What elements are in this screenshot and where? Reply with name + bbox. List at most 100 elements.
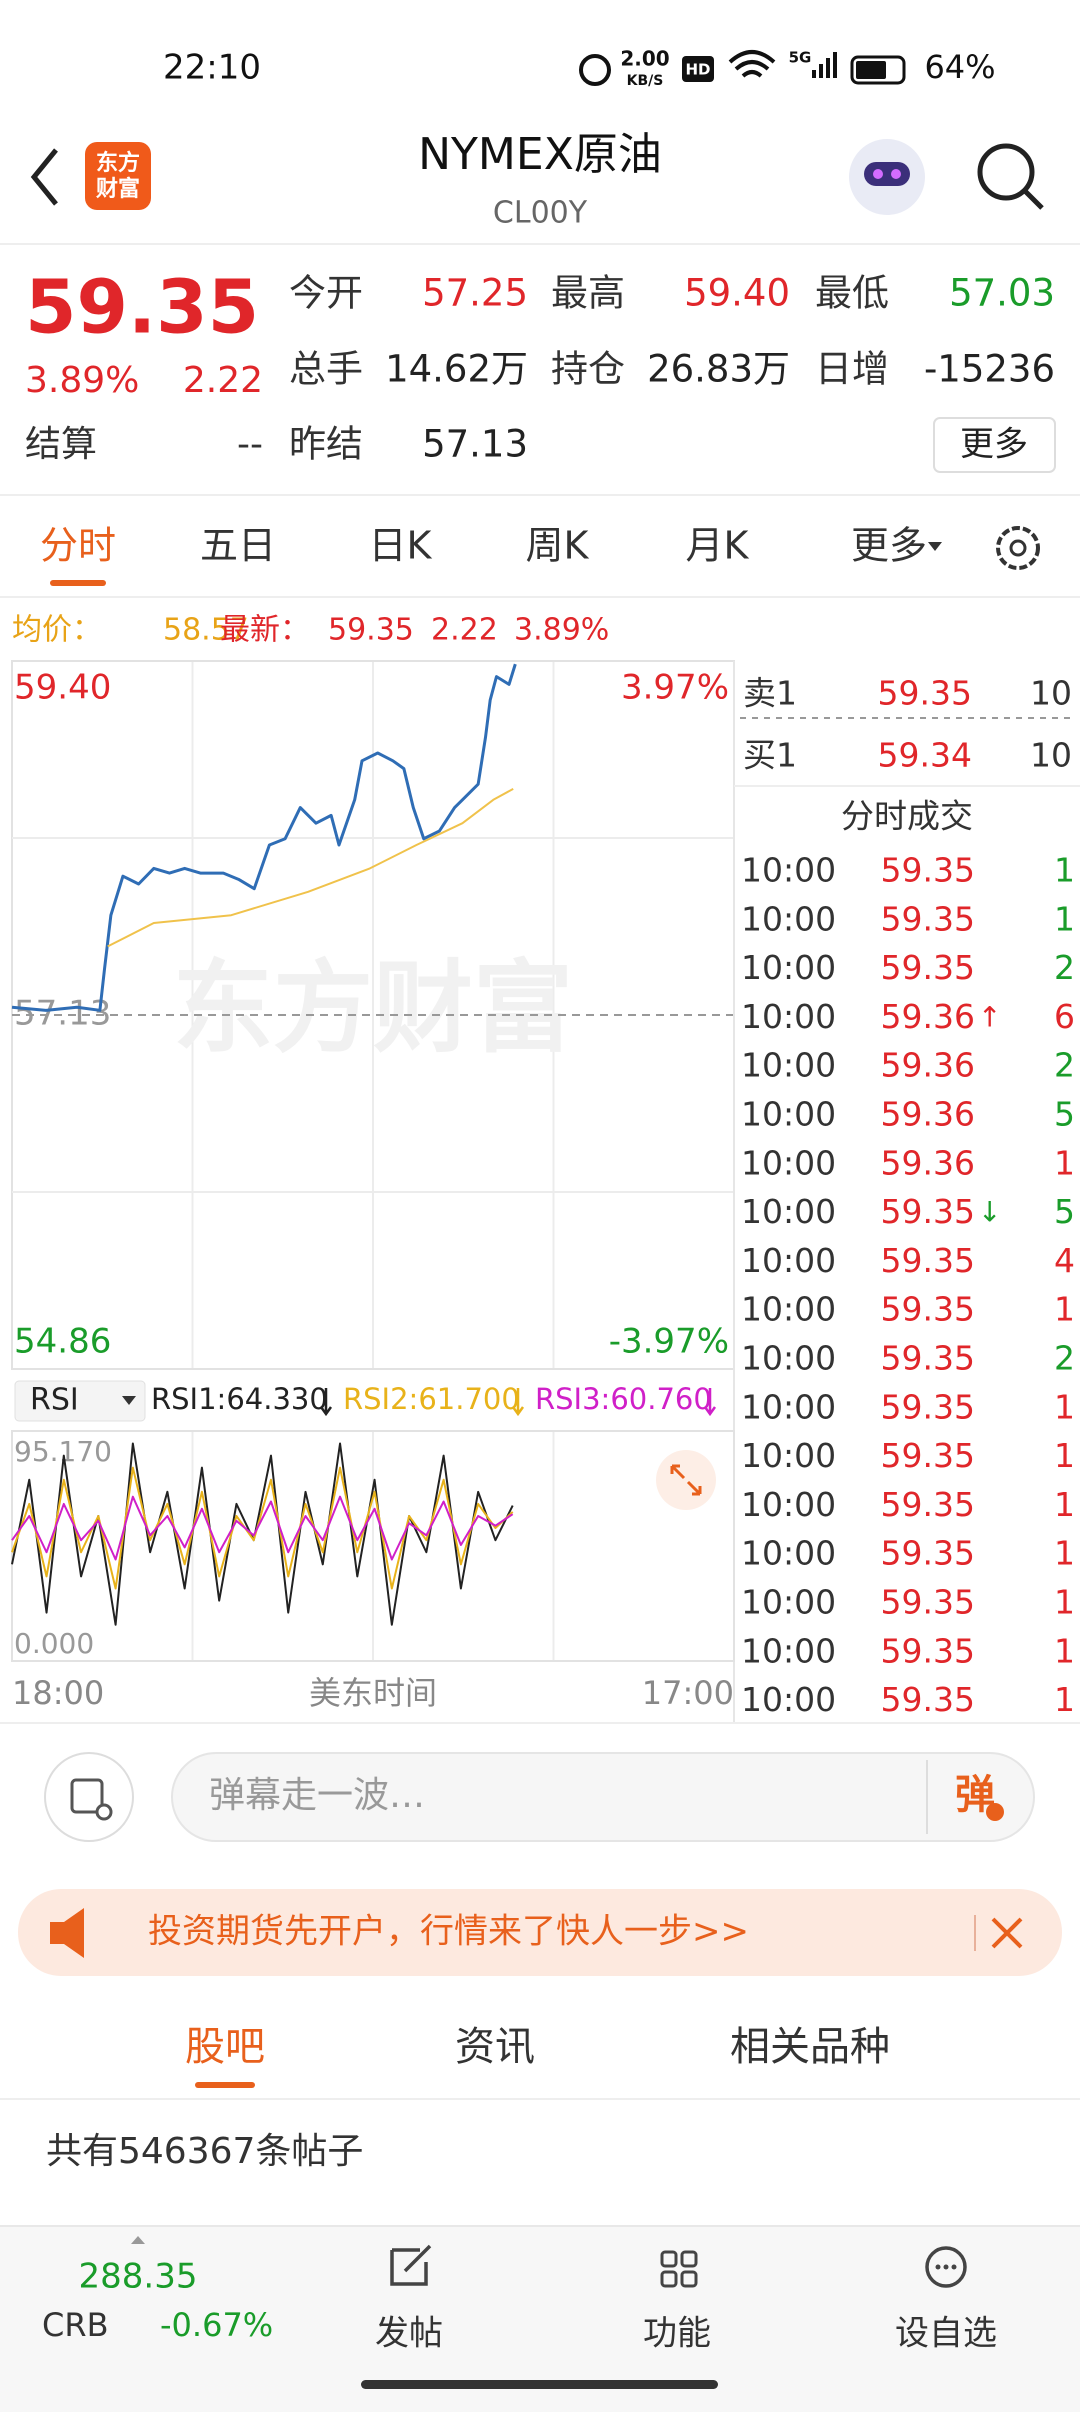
nav-item[interactable]: 发帖 [375,2314,443,2354]
tab-underline [195,2082,255,2088]
trade-volume: 1 [1054,1290,1075,1329]
search-button[interactable] [977,143,1035,201]
signal-bar [812,70,816,78]
trade-price: 59.35 [881,1680,975,1719]
trade-time: 10:00 [741,1583,836,1622]
series-line [107,788,514,948]
close-button[interactable] [991,1917,1023,1949]
trade-price: 59.36 [881,997,975,1036]
field-label: 日增 [815,348,889,391]
series-line [11,1495,514,1561]
function-icon [660,2250,678,2268]
page-title: NYMEX原油 [418,129,662,180]
signal-bar [833,52,837,78]
change-pct: 3.89% [25,360,139,401]
trade-volume: 2 [1054,948,1075,987]
nav-item[interactable]: 功能 [643,2314,711,2354]
avg-price: 58.57 [163,613,249,648]
trade-time: 10:00 [741,1046,836,1085]
expand-button[interactable] [656,1450,716,1510]
trade-price: 59.35 [881,1387,975,1426]
danmaku-icon [70,1778,104,1814]
legend-entry: RSI3:60.760 [535,1382,712,1416]
chart-tab[interactable]: 分时 [40,524,116,568]
settings-core [1009,539,1027,557]
trades-title: 分时成交 [841,797,973,836]
chart-tab[interactable]: 月K [686,524,750,568]
field-value: 14.62万 [385,348,528,391]
battery: 64% [924,48,995,86]
trade-volume: 5 [1054,1095,1075,1134]
hd-label: HD [685,61,710,79]
trade-volume: 1 [1054,1387,1075,1426]
trade-price: 59.35 [881,851,975,890]
promo-text[interactable]: 投资期货先开户，行情来了快人一步>> [148,1912,749,1952]
more-label[interactable]: 更多 [960,425,1028,465]
function-icon [680,2270,698,2288]
latest-price: 59.35 [328,613,414,648]
content-tab[interactable]: 相关品种 [730,2024,890,2070]
trade-price: 59.35 [881,1339,975,1378]
field-label: 最高 [551,272,625,315]
latest-label: 最新： [220,613,310,648]
chart-tab[interactable]: 日K [369,524,433,568]
level-volume: 10 [1030,674,1072,713]
trade-volume: 2 [1054,1046,1075,1085]
indicator-selector[interactable] [14,1380,146,1422]
index-value[interactable]: 288.35 [79,2257,198,2297]
dropdown-caret [928,542,942,551]
x-tick-label: 17:00 [642,1674,734,1712]
trade-volume: 1 [1054,1534,1075,1573]
trade-time: 10:00 [741,851,836,890]
function-icon [660,2270,678,2288]
y-tick-label: 0.000 [14,1627,94,1660]
signal-bar [826,58,830,78]
danmaku-settings[interactable] [44,1752,134,1842]
trade-price: 59.36 [881,1095,975,1134]
trade-price: 59.35 [881,899,975,938]
trade-time: 10:00 [741,1192,836,1231]
content-tab[interactable]: 资讯 [455,2024,535,2070]
trade-time: 10:00 [741,948,836,987]
nav-item[interactable]: 设自选 [895,2314,997,2354]
post-icon [390,2244,432,2286]
field-label: 昨结 [289,423,363,466]
trade-volume: 1 [1054,1680,1075,1719]
trade-time: 10:00 [741,1387,836,1426]
assistant-eye [873,169,883,179]
trade-volume: 1 [1054,1143,1075,1182]
watchlist-icon [925,2246,967,2288]
content-tab[interactable]: 股吧 [185,2024,265,2070]
trade-time: 10:00 [741,1485,836,1524]
field-label: 今开 [289,272,363,315]
chart-tab[interactable]: 更多 [851,524,927,568]
settings-button[interactable] [996,526,1040,570]
trade-price: 59.35 [881,1631,975,1670]
x-axis-label: 美东时间 [309,1674,437,1712]
field-value: 57.03 [949,272,1055,315]
field-value: 26.83万 [647,348,790,391]
y-tick-label: 54.86 [14,1322,111,1362]
promo-banner[interactable] [18,1889,1062,1976]
more-button[interactable] [933,417,1056,473]
settle: -- [237,424,263,465]
trade-price: 59.35 [881,1290,975,1329]
trade-time: 10:00 [741,1339,836,1378]
trade-price: 59.35 [881,1192,975,1231]
level-label: 卖1 [743,674,797,713]
comment-input[interactable] [171,1752,1035,1842]
chart-tab[interactable]: 周K [526,524,590,568]
chart-tab[interactable]: 五日 [200,524,276,568]
trade-time: 10:00 [741,1095,836,1134]
hd-badge [682,56,714,82]
trade-volume: 1 [1054,1583,1075,1622]
level-label: 买1 [743,736,797,775]
indicator-name[interactable]: RSI [30,1383,79,1418]
y2-tick-label: 3.97% [621,668,729,708]
battery-icon [850,55,906,85]
trade-volume: 1 [1054,899,1075,938]
back-button[interactable] [30,148,58,206]
battery-level [856,61,886,79]
